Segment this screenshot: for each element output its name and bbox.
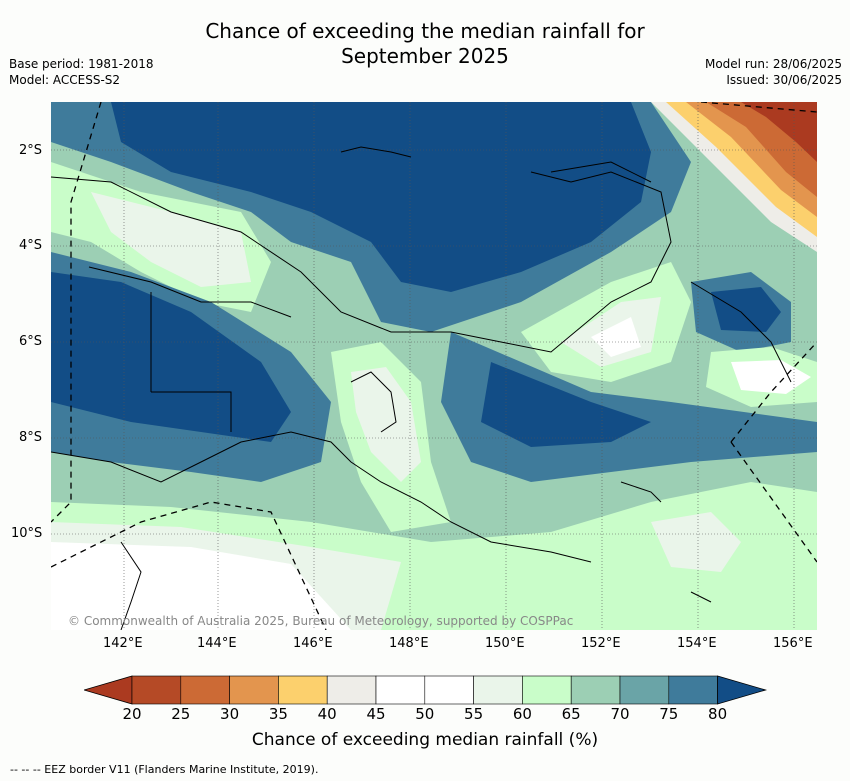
map-title-line2: September 2025 bbox=[341, 44, 509, 68]
colorbar-tick-label: 40 bbox=[317, 705, 337, 723]
rainfall-map bbox=[51, 102, 817, 630]
colorbar-tick-label: 50 bbox=[415, 705, 435, 723]
colorbar-tick-label: 55 bbox=[464, 705, 484, 723]
colorbar-tick-label: 65 bbox=[561, 705, 581, 723]
colorbar-tick-label: 80 bbox=[708, 705, 728, 723]
lat-label-8s: 8°S bbox=[19, 430, 43, 445]
lat-label-10s: 10°S bbox=[11, 526, 43, 541]
colorbar-swatch bbox=[375, 675, 426, 705]
colorbar-swatch bbox=[522, 675, 572, 705]
colorbar-swatch bbox=[473, 675, 523, 705]
colorbar-swatch bbox=[229, 675, 279, 705]
colorbar-extend-low bbox=[84, 675, 133, 705]
colorbar-swatch bbox=[278, 675, 328, 705]
lat-label-6s: 6°S bbox=[19, 334, 43, 349]
lon-label-156e: 156°E bbox=[773, 636, 813, 651]
colorbar-tick-label: 60 bbox=[512, 705, 532, 723]
colorbar-tick-label: 70 bbox=[610, 705, 630, 723]
colorbar-tick-label: 45 bbox=[366, 705, 386, 723]
lon-label-146e: 146°E bbox=[293, 636, 333, 651]
colorbar-swatch bbox=[424, 675, 474, 705]
lon-label-152e: 152°E bbox=[581, 636, 621, 651]
lon-label-150e: 150°E bbox=[485, 636, 525, 651]
colorbar-extend-high bbox=[717, 675, 768, 705]
colorbar-tick-label: 25 bbox=[171, 705, 191, 723]
copyright-notice: © Commonwealth of Australia 2025, Bureau… bbox=[68, 614, 574, 628]
colorbar-tick-label: 20 bbox=[122, 705, 142, 723]
lon-label-144e: 144°E bbox=[197, 636, 237, 651]
lon-label-142e: 142°E bbox=[103, 636, 143, 651]
base-period: Base period: 1981-2018 bbox=[9, 57, 154, 71]
issued-date: Issued: 30/06/2025 bbox=[726, 73, 842, 87]
colorbar-tick-label: 75 bbox=[659, 705, 679, 723]
lon-label-154e: 154°E bbox=[677, 636, 717, 651]
model-name: Model: ACCESS-S2 bbox=[9, 73, 121, 87]
colorbar-swatch bbox=[668, 675, 718, 705]
model-run-date: Model run: 28/06/2025 bbox=[704, 57, 842, 71]
map-title-line1: Chance of exceeding the median rainfall … bbox=[205, 19, 645, 43]
colorbar-tick-label: 35 bbox=[268, 705, 288, 723]
colorbar bbox=[84, 675, 768, 705]
colorbar-tick-label: 30 bbox=[220, 705, 240, 723]
lon-label-148e: 148°E bbox=[389, 636, 429, 651]
lat-label-4s: 4°S bbox=[19, 238, 43, 253]
colorbar-swatch bbox=[131, 675, 182, 705]
colorbar-swatch bbox=[570, 675, 621, 705]
colorbar-swatches bbox=[84, 675, 768, 705]
colorbar-swatch bbox=[619, 675, 670, 705]
eez-footnote: -- -- -- EEZ border V11 (Flanders Marine… bbox=[10, 763, 319, 776]
rainfall-map-canvas bbox=[51, 102, 817, 630]
lat-label-2s: 2°S bbox=[19, 143, 43, 158]
colorbar-title: Chance of exceeding median rainfall (%) bbox=[251, 730, 599, 750]
colorbar-swatch bbox=[180, 675, 230, 705]
colorbar-swatch bbox=[326, 675, 377, 705]
